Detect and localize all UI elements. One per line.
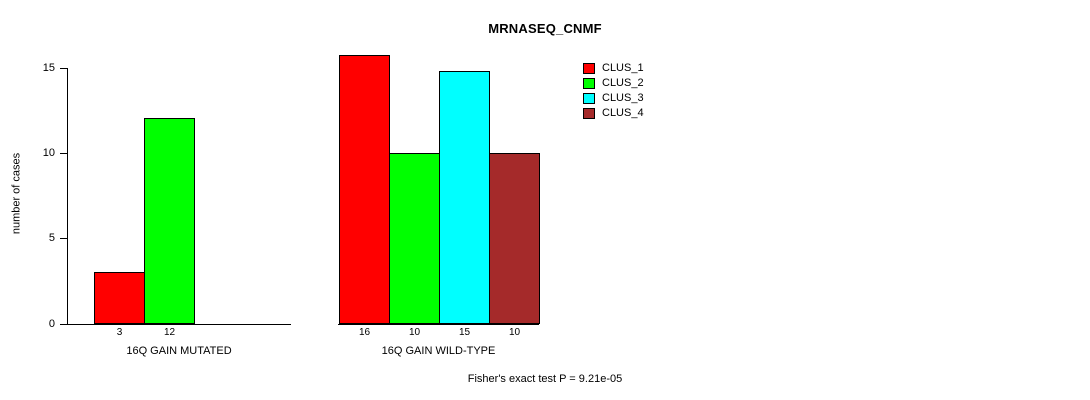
bar-clus4-wildtype[interactable] (489, 153, 540, 324)
bar-value-clus4-wildtype: 10 (508, 327, 521, 338)
legend-swatch-icon-clus-4 (583, 108, 595, 119)
legend-item-clus-2[interactable]: CLUS_2 (583, 76, 713, 91)
legend-item-clus-3[interactable]: CLUS_3 (583, 91, 713, 106)
plot-area: 0 5 10 15 number of cases 3 12 16 10 15 … (0, 0, 600, 357)
legend-swatch-icon-clus-1 (583, 63, 595, 74)
y-tick-mark-10 (60, 153, 67, 154)
legend: CLUS_1 CLUS_2 CLUS_3 CLUS_4 (583, 61, 713, 121)
y-tick-mark-15 (60, 68, 67, 69)
legend-item-clus-1[interactable]: CLUS_1 (583, 61, 713, 76)
y-tick-label-10: 10 (42, 147, 55, 159)
bar-clus2-mutated[interactable] (144, 118, 195, 324)
y-tick-label-15: 15 (42, 62, 55, 74)
bar-clus1-wildtype[interactable] (339, 55, 390, 324)
bar-value-clus2-wildtype: 10 (408, 327, 421, 338)
legend-label-clus-2: CLUS_2 (602, 77, 644, 89)
legend-label-clus-1: CLUS_1 (602, 62, 644, 74)
legend-label-clus-3: CLUS_3 (602, 92, 644, 104)
group-label-16q-gain-mutated: 16Q GAIN MUTATED (126, 345, 232, 357)
bar-clus3-wildtype[interactable] (439, 71, 490, 324)
y-tick-mark-0 (60, 324, 67, 325)
y-tick-label-0: 0 (48, 318, 55, 330)
legend-swatch-icon-clus-3 (583, 93, 595, 104)
legend-item-clus-4[interactable]: CLUS_4 (583, 106, 713, 121)
chart-title: MRNASEQ_CNMF (488, 21, 602, 36)
bar-value-clus3-wildtype: 15 (458, 327, 471, 338)
y-tick-label-5: 5 (48, 232, 55, 244)
baseline-group-left (67, 324, 291, 325)
bar-group-16q-gain-mutated (0, 0, 600, 324)
bar-clus2-wildtype[interactable] (389, 153, 440, 324)
fisher-exact-test-annotation: Fisher's exact test P = 9.21e-05 (467, 373, 623, 385)
y-tick-mark-5 (60, 238, 67, 239)
bar-value-clus2-mutated: 12 (163, 327, 176, 338)
bar-value-clus1-mutated: 3 (116, 327, 123, 338)
bar-value-clus1-wildtype: 16 (358, 327, 371, 338)
group-label-16q-gain-wild-type: 16Q GAIN WILD-TYPE (381, 345, 496, 357)
bar-clus1-mutated[interactable] (94, 272, 145, 324)
bar-group-16q-gain-wild-type (0, 0, 600, 324)
legend-swatch-icon-clus-2 (583, 78, 595, 89)
legend-label-clus-4: CLUS_4 (602, 107, 644, 119)
y-axis-line (67, 68, 68, 325)
baseline-group-right (338, 324, 539, 325)
